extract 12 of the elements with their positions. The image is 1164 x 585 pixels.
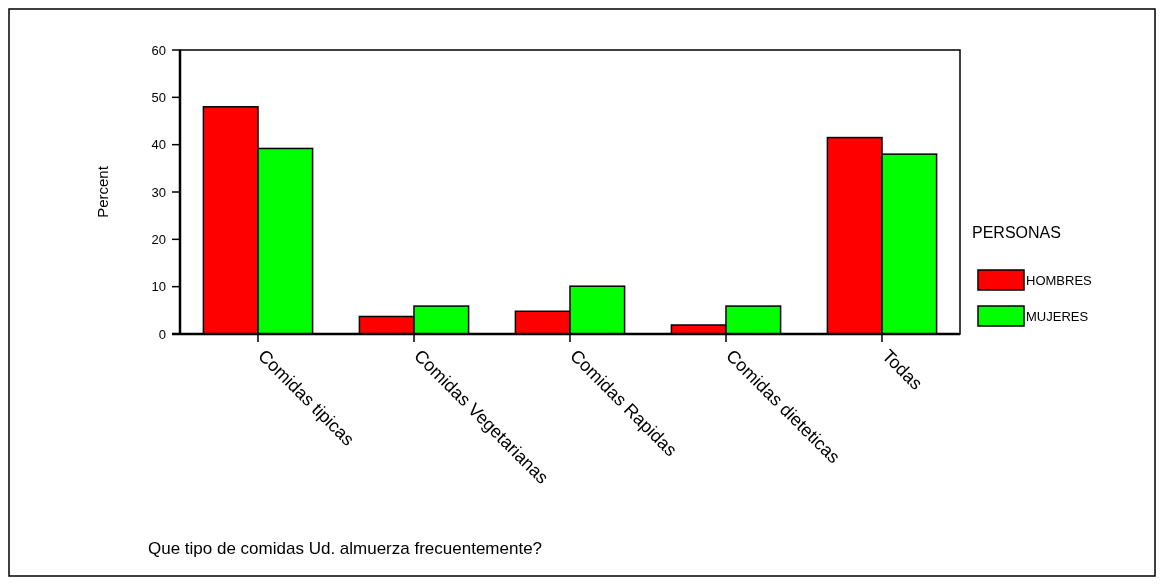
y-tick-label: 60 (151, 42, 166, 58)
y-tick-label: 40 (151, 137, 166, 153)
y-tick-label: 20 (151, 231, 166, 247)
y-tick-label: 30 (151, 184, 166, 200)
text: Que tipo de comidas Ud. almuerza frecuentemente? (148, 539, 543, 558)
legend-label: MUJERES (1026, 308, 1089, 324)
y-tick-label: 0 (158, 326, 166, 342)
y-tick-label: 10 (151, 279, 166, 295)
legend-title: PERSONAS (972, 224, 1061, 241)
legend-label: HOMBRES (1026, 272, 1093, 288)
y-tick-label: 50 (151, 89, 166, 105)
y-axis-title: Percent (94, 165, 111, 218)
